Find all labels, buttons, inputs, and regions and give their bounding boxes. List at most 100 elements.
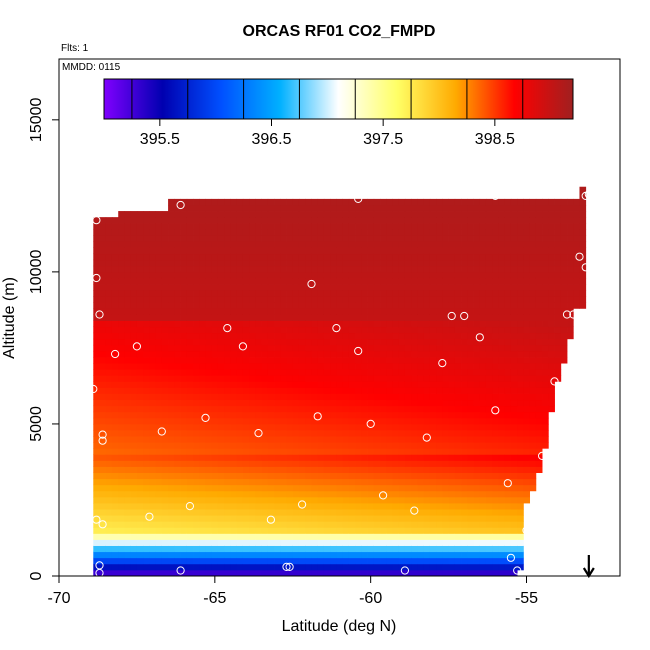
heatmap-cell (411, 381, 418, 388)
heatmap-cell (311, 454, 319, 461)
heatmap-cell (355, 496, 362, 504)
heatmap-cell (529, 314, 537, 321)
heatmap-cell (342, 332, 350, 340)
heatmap-cell (149, 503, 157, 510)
heatmap-cell (267, 369, 275, 376)
heatmap-cell (236, 460, 244, 467)
heatmap-cell (242, 521, 250, 528)
heatmap-cell (161, 296, 169, 303)
heatmap-cell (411, 399, 418, 407)
heatmap-cell (249, 503, 256, 510)
heatmap-cell (448, 399, 456, 407)
heatmap-cell (93, 509, 100, 516)
heatmap-cell (454, 515, 462, 522)
heatmap-cell (392, 411, 400, 419)
heatmap-cell (485, 381, 493, 388)
heatmap-cell (168, 503, 175, 510)
heatmap-cell (93, 296, 100, 303)
heatmap-cell (292, 454, 300, 461)
heatmap-cell (155, 496, 163, 504)
heatmap-cell (168, 204, 175, 212)
heatmap-cell (517, 484, 524, 492)
heatmap-cell (380, 332, 387, 340)
heatmap-cell (348, 271, 356, 279)
heatmap-cell (423, 290, 431, 297)
heatmap-cell (454, 381, 462, 388)
flight-track-point (95, 568, 104, 576)
heatmap-cell (336, 350, 344, 358)
heatmap-cell (542, 381, 549, 388)
heatmap-cell (292, 290, 300, 297)
heatmap-cell (267, 436, 275, 443)
heatmap-cell (510, 235, 518, 242)
heatmap-cell (429, 472, 437, 480)
heatmap-cell (149, 569, 157, 576)
heatmap-cell (467, 229, 474, 236)
heatmap-cell (199, 478, 206, 486)
heatmap-cell (417, 466, 425, 473)
heatmap-cell (361, 332, 368, 340)
heatmap-cell (467, 271, 474, 279)
heatmap-cell (323, 417, 331, 425)
heatmap-cell (510, 539, 518, 546)
heatmap-cell (136, 326, 144, 334)
heatmap-cell (317, 302, 325, 309)
heatmap-cell (242, 551, 250, 559)
heatmap-cell (417, 472, 425, 480)
heatmap-cell (404, 247, 412, 255)
heatmap-cell (367, 375, 375, 382)
heatmap-cell (554, 308, 562, 315)
heatmap-cell (417, 344, 425, 352)
heatmap-cell (217, 509, 225, 516)
heatmap-cell (423, 405, 431, 413)
heatmap-cell (423, 320, 431, 328)
heatmap-cell (485, 223, 493, 230)
heatmap-cell (367, 344, 375, 352)
heatmap-cell (255, 466, 262, 473)
heatmap-cell (523, 375, 531, 382)
heatmap-cell (498, 490, 506, 498)
heatmap-cell (236, 229, 244, 236)
heatmap-cell (199, 241, 206, 248)
heatmap-cell (205, 198, 213, 206)
chart-title: ORCAS RF01 CO2_FMPD (243, 23, 436, 40)
heatmap-cell (461, 551, 468, 559)
heatmap-cell (186, 375, 194, 382)
heatmap-cell (236, 478, 244, 486)
heatmap-cell (118, 387, 125, 394)
heatmap-cell (186, 338, 194, 346)
heatmap-cell (286, 253, 294, 261)
colorbar: 395.5 396.5 397.5 398.5 (103, 78, 574, 148)
heatmap-cell (193, 405, 200, 413)
heatmap-cell (323, 454, 331, 461)
heatmap-cell (411, 393, 418, 401)
heatmap-cell (492, 515, 499, 522)
heatmap-cell (161, 290, 169, 297)
heatmap-cell (323, 563, 331, 571)
heatmap-cell (305, 448, 312, 455)
heatmap-cell (136, 405, 144, 413)
heatmap-cell (323, 296, 331, 303)
heatmap-cell (361, 296, 368, 303)
heatmap-cell (529, 454, 537, 461)
heatmap-cell (411, 217, 418, 224)
heatmap-cell (461, 563, 468, 571)
heatmap-cell (193, 326, 200, 334)
heatmap-cell (186, 247, 194, 255)
heatmap-cell (336, 478, 344, 486)
heatmap-cell (99, 259, 107, 267)
heatmap-cell (386, 527, 393, 534)
heatmap-cell (498, 430, 506, 437)
heatmap-cell (261, 381, 269, 388)
flight-track-point (92, 273, 101, 283)
heatmap-cell (380, 539, 387, 546)
heatmap-cell (479, 442, 487, 449)
heatmap-cell (342, 326, 350, 334)
heatmap-cell (535, 296, 543, 303)
heatmap-cell (311, 539, 319, 546)
heatmap-cell (454, 509, 462, 516)
heatmap-cell (274, 515, 281, 522)
heatmap-cell (448, 326, 456, 334)
heatmap-cell (467, 204, 474, 212)
heatmap-cell (186, 417, 194, 425)
